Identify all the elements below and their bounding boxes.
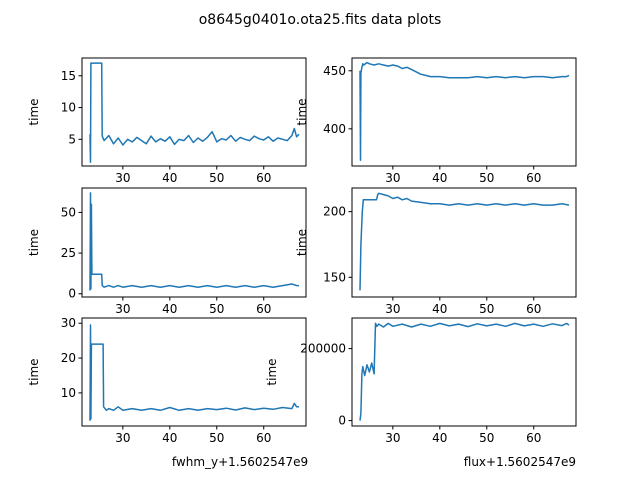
x-tick-label-3-30: 30 (385, 302, 400, 316)
y-tick-label-3-200: 200 (323, 205, 346, 219)
x-tick-label-4-30: 30 (115, 431, 130, 445)
y-tick-label-0-15: 15 (61, 69, 76, 83)
y-tick-label-4-30: 30 (61, 316, 76, 330)
y-tick-label-2-0: 0 (68, 287, 76, 301)
x-tick-label-1-50: 50 (479, 171, 494, 185)
axes-frame-2 (81, 187, 307, 298)
x-tick-label-0-40: 40 (162, 171, 177, 185)
series-line-0-0 (89, 62, 300, 163)
y-tick-label-2-50: 50 (61, 205, 76, 219)
axes-frame-4 (81, 317, 307, 427)
y-tick-label-4-20: 20 (61, 351, 76, 365)
x-tick-label-5-60: 60 (526, 431, 541, 445)
x-tick-label-1-60: 60 (526, 171, 541, 185)
x-tick-label-5-30: 30 (385, 431, 400, 445)
x-tick-label-2-30: 30 (115, 302, 130, 316)
offset-right: +1.5602547e9 (486, 455, 576, 469)
x-tick-label-1-30: 30 (385, 171, 400, 185)
panel-top-left: 30 40 50 60 5 10 15 time (27, 57, 307, 185)
x-tick-label-4-60: 60 (256, 431, 271, 445)
x-offset-left: fwhm_y+1.5602547e9 (172, 455, 308, 469)
y-axis-label-5: time (265, 358, 279, 385)
x-offset-right: flux+1.5602547e9 (464, 455, 576, 469)
y-tick-label-2-25: 25 (61, 246, 76, 260)
y-tick-label-0-10: 10 (61, 101, 76, 115)
panel-bottom-right: 30 40 50 60 0 200000 time (265, 317, 577, 445)
y-tick-label-5-0: 0 (338, 414, 346, 428)
x-tick-label-0-60: 60 (256, 171, 271, 185)
x-tick-label-0-30: 30 (115, 171, 130, 185)
x-tick-label-3-60: 60 (526, 302, 541, 316)
y-tick-label-0-5: 5 (68, 132, 76, 146)
x-tick-label-1-40: 40 (432, 171, 447, 185)
y-tick-label-5-200000: 200000 (300, 342, 346, 356)
series-line-2-0 (89, 192, 299, 291)
x-tick-label-0-50: 50 (209, 171, 224, 185)
y-axis-label-4: time (27, 358, 41, 385)
panel-top-right: 30 40 50 60 400 450 time (295, 57, 577, 185)
x-tick-label-2-50: 50 (209, 302, 224, 316)
x-tick-label-4-50: 50 (209, 431, 224, 445)
axes-frame-3 (351, 187, 577, 298)
y-tick-label-3-150: 150 (323, 270, 346, 284)
series-line-3-0 (359, 192, 570, 291)
x-tick-label-2-40: 40 (162, 302, 177, 316)
axes-frame-5 (351, 317, 577, 427)
offset-left: +1.5602547e9 (218, 455, 308, 469)
x-tick-label-2-60: 60 (256, 302, 271, 316)
y-axis-label-3: time (295, 229, 309, 256)
x-tick-label-5-40: 40 (432, 431, 447, 445)
y-tick-label-1-400: 400 (323, 122, 346, 136)
xlabel-left: fwhm_y (172, 455, 218, 469)
x-tick-label-3-40: 40 (432, 302, 447, 316)
panel-middle-right: 30 40 50 60 150 200 time (295, 187, 577, 316)
panel-bottom-left: 30 40 50 60 10 20 30 time (27, 316, 307, 445)
xlabel-right: flux (464, 455, 486, 469)
y-tick-label-1-450: 450 (323, 64, 346, 78)
series-line-4-0 (89, 324, 299, 421)
x-tick-label-5-50: 50 (479, 431, 494, 445)
series-line-5-0 (359, 322, 570, 421)
x-tick-label-3-50: 50 (479, 302, 494, 316)
axes-frame-1 (351, 57, 577, 167)
x-tick-label-4-40: 40 (162, 431, 177, 445)
y-axis-label-2: time (27, 229, 41, 256)
figure-title: o8645g0401o.ota25.fits data plots (199, 12, 442, 28)
axes-frame-0 (81, 57, 307, 167)
panel-middle-left: 30 40 50 60 0 25 50 time (27, 187, 307, 316)
y-tick-label-4-10: 10 (61, 386, 76, 400)
y-axis-label-1: time (295, 98, 309, 125)
series-line-1-0 (359, 61, 570, 161)
y-axis-label-0: time (27, 98, 41, 125)
